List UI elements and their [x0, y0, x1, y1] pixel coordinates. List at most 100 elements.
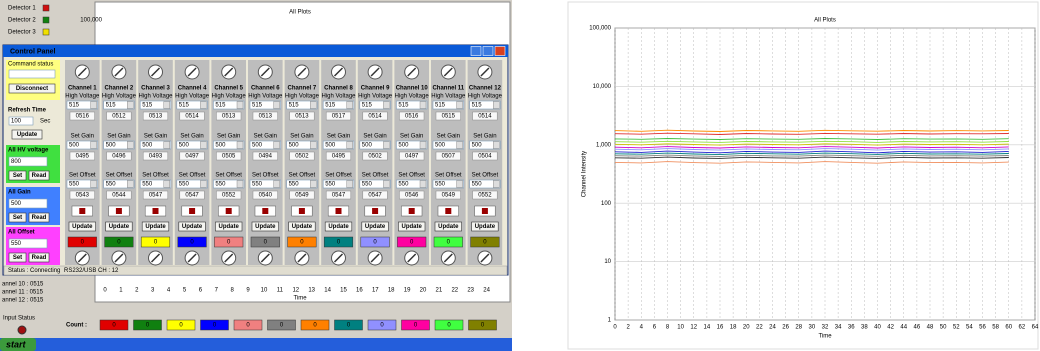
x-tick-label: 22: [756, 325, 763, 331]
spinner[interactable]: [200, 102, 206, 109]
gain-input-text: 500: [472, 143, 483, 149]
channel-update-label: Update: [109, 224, 130, 230]
spinner[interactable]: [200, 142, 206, 149]
gain-readout-text: 0493: [149, 154, 163, 160]
spinner[interactable]: [383, 181, 389, 188]
spinner[interactable]: [91, 181, 97, 188]
spinner[interactable]: [164, 142, 170, 149]
spinner[interactable]: [237, 181, 243, 188]
spinner[interactable]: [200, 181, 206, 188]
panel-title: Control Panel: [10, 48, 56, 55]
spinner[interactable]: [457, 181, 463, 188]
x-tick-label: 46: [914, 325, 921, 331]
channel-name: Channel 11: [432, 86, 464, 92]
spinner[interactable]: [91, 142, 97, 149]
offset-label: Set Offset: [215, 173, 242, 179]
hv-input-text: 515: [398, 103, 409, 109]
spinner[interactable]: [493, 181, 499, 188]
toggle-indicator: [409, 208, 415, 214]
toggle-indicator: [445, 208, 451, 214]
channel-update-label: Update: [182, 224, 203, 230]
spinner[interactable]: [420, 181, 426, 188]
x-tick-label: 62: [1019, 325, 1026, 331]
spinner[interactable]: [274, 102, 280, 109]
spinner[interactable]: [127, 102, 133, 109]
offset-readout-text: 0540: [259, 193, 273, 199]
spinner[interactable]: [310, 102, 316, 109]
spinner[interactable]: [457, 142, 463, 149]
offset-label: Set Offset: [435, 173, 462, 179]
gain-label: Set Gain: [180, 134, 203, 140]
spinner[interactable]: [420, 102, 426, 109]
x-tick-label: 14: [704, 325, 711, 331]
spinner[interactable]: [347, 181, 353, 188]
x-tick-label: 24: [769, 325, 776, 331]
offset-readout-text: 0543: [76, 193, 90, 199]
hv-label: High Voltage: [65, 94, 100, 100]
x-tick-label: 10: [677, 325, 684, 331]
spinner[interactable]: [127, 142, 133, 149]
x-tick-label: 12: [690, 325, 697, 331]
gain-readout-text: 0497: [185, 154, 199, 160]
gain-readout-text: 0495: [76, 154, 90, 160]
spinner[interactable]: [457, 102, 463, 109]
chart-title: All Plots: [814, 18, 836, 24]
set-button-label: Set: [13, 215, 22, 221]
spinner[interactable]: [274, 181, 280, 188]
offset-label: Set Offset: [142, 173, 169, 179]
offset-readout-text: 0552: [478, 193, 492, 199]
spinner[interactable]: [383, 142, 389, 149]
gain-input-text: 500: [215, 143, 226, 149]
hv-readout-text: 0513: [149, 114, 163, 120]
y-axis-label: Channel Intensity: [582, 151, 588, 197]
spinner[interactable]: [493, 142, 499, 149]
plot-xtick: 13: [308, 288, 315, 294]
count-label: Count :: [66, 323, 87, 329]
window-button[interactable]: [495, 47, 505, 56]
y-tick-label: 100: [601, 201, 612, 207]
offset-label: Set Offset: [398, 173, 425, 179]
hv-readout-text: 0516: [76, 114, 90, 120]
spinner[interactable]: [347, 142, 353, 149]
channel-name: Channel 5: [214, 86, 243, 92]
plot-xtick: 19: [404, 288, 411, 294]
spinner[interactable]: [310, 142, 316, 149]
channel-update-label: Update: [365, 224, 386, 230]
gain-input-text: 500: [435, 143, 446, 149]
gain-label: Set Gain: [217, 134, 240, 140]
window-button[interactable]: [471, 47, 481, 56]
y-tick-label: 100,000: [589, 26, 611, 32]
spinner[interactable]: [164, 181, 170, 188]
spinner[interactable]: [493, 102, 499, 109]
hv-input-text: 515: [325, 103, 336, 109]
x-tick-label: 38: [861, 325, 868, 331]
x-tick-label: 44: [900, 325, 907, 331]
hv-label: High Voltage: [248, 94, 283, 100]
gain-input-text: 500: [11, 201, 22, 207]
refresh-input-text: 100: [11, 119, 22, 125]
spinner[interactable]: [127, 181, 133, 188]
spinner[interactable]: [237, 142, 243, 149]
spinner[interactable]: [91, 102, 97, 109]
gain-input-text: 500: [69, 143, 80, 149]
port-text: RS232/USB CH : 12: [64, 268, 119, 274]
plot-xtick: 18: [388, 288, 395, 294]
spinner[interactable]: [164, 102, 170, 109]
spinner[interactable]: [274, 142, 280, 149]
plot-xtick: 24: [483, 288, 490, 294]
hv-readout-text: 0514: [368, 114, 382, 120]
channel-name: Channel 4: [178, 86, 207, 92]
spinner[interactable]: [237, 102, 243, 109]
spinner[interactable]: [420, 142, 426, 149]
window-button[interactable]: [483, 47, 493, 56]
spinner[interactable]: [383, 102, 389, 109]
toggle-indicator: [262, 208, 268, 214]
offset-readout-text: 0547: [368, 193, 382, 199]
spinner[interactable]: [310, 181, 316, 188]
plot-xtick: 15: [340, 288, 347, 294]
hv-readout-text: 0513: [259, 114, 273, 120]
command-status: Command status: [8, 62, 53, 68]
x-tick-label: 54: [966, 325, 973, 331]
hv-label: High Voltage: [102, 94, 137, 100]
spinner[interactable]: [347, 102, 353, 109]
